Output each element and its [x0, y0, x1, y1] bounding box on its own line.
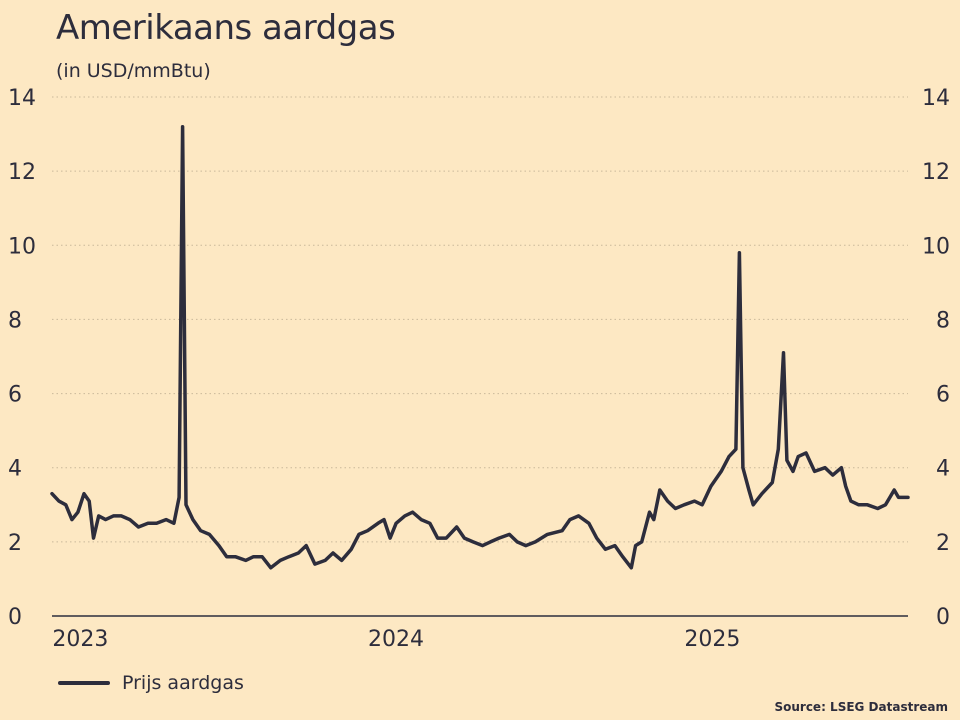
- y-tick-left-4: 4: [8, 457, 22, 482]
- y-tick-right-12: 12: [922, 160, 950, 185]
- chart-subtitle: (in USD/mmBtu): [56, 60, 211, 82]
- y-tick-right-14: 14: [922, 86, 950, 111]
- y-tick-right-10: 10: [922, 234, 950, 259]
- source-note: Source: LSEG Datastream: [774, 700, 948, 714]
- legend: Prijs aardgas: [58, 672, 244, 694]
- y-tick-left-12: 12: [8, 160, 36, 185]
- y-tick-left-0: 0: [8, 605, 22, 630]
- y-tick-left-14: 14: [8, 86, 36, 111]
- legend-label: Prijs aardgas: [122, 672, 244, 694]
- y-tick-right-8: 8: [936, 308, 950, 333]
- legend-swatch: [58, 681, 110, 685]
- x-tick-2025: 2025: [684, 627, 740, 652]
- y-tick-left-8: 8: [8, 308, 22, 333]
- y-tick-left-2: 2: [8, 531, 22, 556]
- y-tick-right-2: 2: [936, 531, 950, 556]
- chart-title: Amerikaans aardgas: [56, 8, 396, 48]
- y-tick-left-6: 6: [8, 383, 22, 408]
- y-tick-right-0: 0: [936, 605, 950, 630]
- series-line-prijs-aardgas: [50, 124, 910, 570]
- y-tick-right-6: 6: [936, 383, 950, 408]
- y-tick-right-4: 4: [936, 457, 950, 482]
- x-tick-2023: 2023: [52, 627, 108, 652]
- x-tick-2024: 2024: [368, 627, 424, 652]
- y-tick-left-10: 10: [8, 234, 36, 259]
